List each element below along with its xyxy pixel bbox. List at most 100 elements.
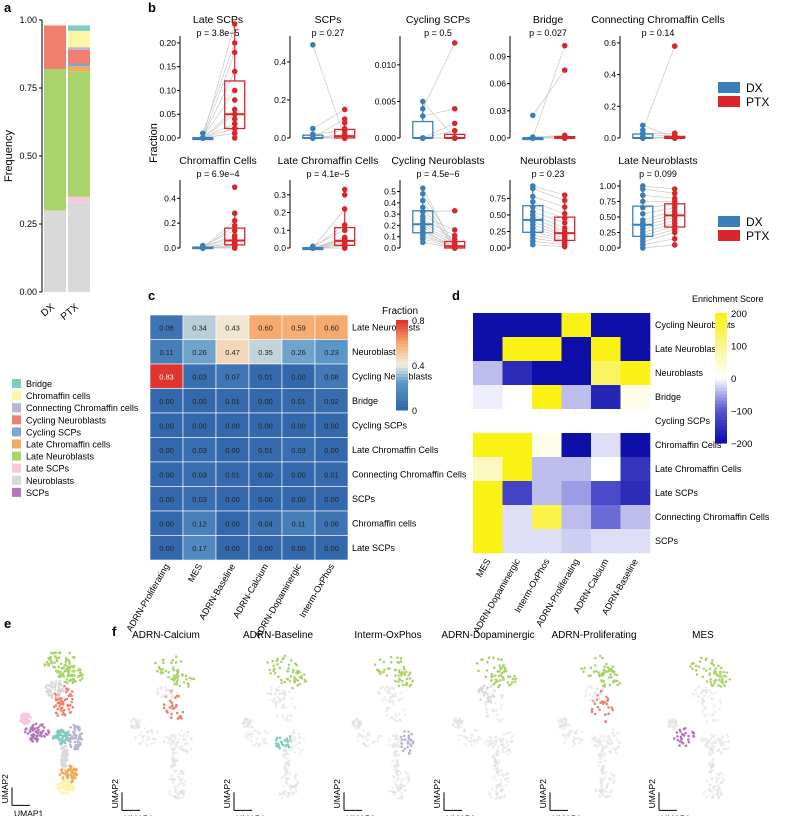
umap-point [134,719,138,723]
row-label: Chromaffin cells [352,518,417,528]
data-point [451,105,458,112]
umap-point [599,760,603,764]
umap-point [54,680,58,683]
umap-point [513,680,517,684]
umap-point [53,661,56,664]
legend-title: Fraction [382,306,418,317]
umap-point [503,666,507,670]
umap-point [182,793,186,797]
data-point [671,190,678,197]
umap-point [244,736,248,739]
umap-point [401,697,404,700]
umap-point [507,748,511,752]
umap-point [399,797,403,800]
umap-point [720,771,723,775]
umap-y-label: UMAP2 [647,779,657,809]
umap-point [287,752,290,756]
data-point [530,135,536,141]
umap-point [263,738,267,741]
bar-segment [68,25,90,31]
umap-point [558,723,562,727]
heatmap-value: 0.00 [159,495,174,504]
umap-point [47,693,50,696]
umap-point [388,699,392,702]
umap-point [595,687,599,691]
umap-point [279,692,282,695]
umap-point [171,695,174,699]
y-tick-label: 0.25 [19,219,37,229]
umap-point [717,794,720,798]
umap-point [400,780,403,783]
heatmap-cell [502,529,533,554]
umap-point [709,697,713,700]
heatmap-cell [591,361,621,386]
y-tick-label: 0.15 [159,62,176,72]
heatmap-cell [532,409,562,434]
umap-point [502,678,505,681]
umap-point [712,736,715,739]
umap-point [290,739,293,743]
umap-point [400,777,404,781]
umap-point [716,737,720,740]
legend-tick-label: 0 [412,406,417,416]
umap-point [280,796,284,800]
data-point [231,135,238,141]
col-label: Interm-OxPhos [297,562,336,620]
data-point [231,232,238,239]
umap-point [353,719,357,723]
heatmap-cell [248,363,283,389]
umap-point [129,719,133,722]
heatmap-cell [215,461,250,487]
umap-point [45,660,49,664]
umap-point [296,672,299,675]
umap-point [284,693,287,697]
heatmap-value: 0.43 [225,323,240,332]
umap-point [465,737,469,740]
umap-point [174,744,178,748]
umap-point [72,664,76,668]
heatmap-value: 0.00 [291,470,306,479]
umap-point [175,673,178,677]
heatmap-cell [532,433,562,458]
umap-point [485,707,489,711]
umap-point [393,717,396,720]
panel-label-e: e [4,616,11,631]
heatmap-cell [215,314,250,340]
umap-point [28,714,31,718]
pair-line [202,225,235,249]
umap-point [77,674,81,677]
umap-point [382,660,386,664]
umap-point [592,670,596,674]
umap-point [598,757,602,760]
umap-point [274,738,278,742]
umap-point [77,728,81,732]
heatmap-cell [248,437,283,463]
umap-point [167,675,170,679]
umap-point [684,731,687,735]
umap-point [499,738,503,742]
heatmap-value: 0.34 [192,323,207,332]
umap-point [504,784,508,787]
heatmap-value: 0.11 [159,348,173,357]
umap-point [57,665,60,669]
data-point [640,204,646,211]
umap-point [396,740,399,744]
umap-point [667,722,671,726]
umap-point [295,778,298,781]
umap-point [600,680,604,683]
umap-point [63,712,66,716]
umap-point [60,697,63,700]
umap-point [604,775,608,778]
umap-point [385,690,389,693]
umap-title: MES [692,630,714,641]
umap-point [487,739,491,743]
umap-point [169,736,172,739]
umap-point [601,790,605,793]
umap-y-label: UMAP2 [332,779,342,809]
umap-point [395,760,399,763]
umap-point [43,663,46,666]
umap-point [281,743,284,746]
